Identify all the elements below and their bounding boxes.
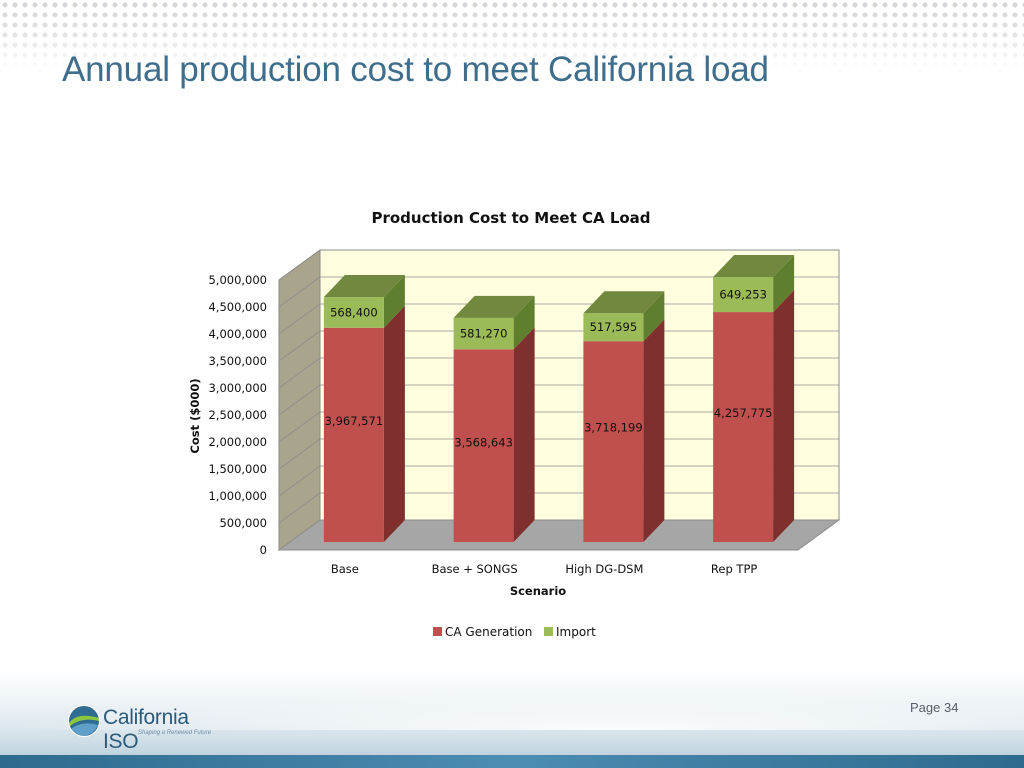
page-number: Page 34 <box>910 700 959 715</box>
gridline-side <box>278 276 321 308</box>
y-tick-label: 3,000,000 <box>208 381 267 395</box>
chart-title: Production Cost to Meet CA Load <box>371 209 650 227</box>
bar-import-side <box>513 295 535 350</box>
data-label-import: 517,595 <box>590 320 638 334</box>
data-label-ca-generation: 3,718,199 <box>584 421 643 435</box>
bar-ca-generation-side <box>773 290 795 542</box>
gridline-side <box>278 330 321 362</box>
data-label-ca-generation: 3,568,643 <box>454 436 513 450</box>
logo-globe-icon <box>68 705 100 737</box>
x-tick-label: Rep TPP <box>711 562 757 576</box>
x-axis-title: Scenario <box>510 584 566 598</box>
gridline-side <box>278 249 321 281</box>
gridline-side <box>278 438 321 470</box>
slide-title: Annual production cost to meet Californi… <box>62 50 769 89</box>
bar-import-side <box>383 275 405 328</box>
logo-tagline: Shaping a Renewed Future <box>138 730 212 736</box>
y-tick-label: 5,000,000 <box>208 273 267 287</box>
bar-import-side <box>773 255 795 313</box>
data-label-import: 568,400 <box>330 305 378 319</box>
bar-ca-generation <box>453 349 514 542</box>
bar-import <box>713 277 774 313</box>
footer-bar <box>0 755 1024 768</box>
data-label-ca-generation: 4,257,775 <box>714 406 773 420</box>
x-tick-label: High DG-DSM <box>565 562 643 576</box>
y-tick-label: 2,500,000 <box>208 408 267 422</box>
bar-ca-generation-side <box>643 319 665 542</box>
bar-import-top <box>323 275 405 298</box>
gridline-side <box>278 303 321 335</box>
bar-import-side <box>643 291 665 342</box>
y-tick-label: 2,000,000 <box>208 435 267 449</box>
bar-ca-generation <box>583 341 644 542</box>
y-tick-label: 3,500,000 <box>208 354 267 368</box>
bar-import-top <box>713 255 795 278</box>
x-tick-label: Base <box>331 562 359 576</box>
gridline-side <box>278 411 321 443</box>
gridline-side <box>278 465 321 497</box>
y-tick-label: 1,500,000 <box>208 462 267 476</box>
data-label-import: 649,253 <box>719 288 767 302</box>
legend-swatch-import <box>544 627 553 636</box>
y-tick-label: 500,000 <box>219 516 267 530</box>
bar-ca-generation <box>713 312 774 542</box>
logo-wordmark: California ISO <box>103 706 189 753</box>
y-axis-title: Cost ($000) <box>188 378 202 453</box>
bar-ca-generation-side <box>513 327 535 542</box>
legend-label-ca-generation: CA Generation <box>445 625 532 639</box>
legend-swatch-ca-generation <box>433 627 442 636</box>
bar-import-top <box>583 291 665 314</box>
plot-floor <box>277 519 841 551</box>
gridline-side <box>278 384 321 416</box>
data-label-import: 581,270 <box>460 327 508 341</box>
gridline-side <box>278 492 321 524</box>
gridline-side <box>278 357 321 389</box>
bar-import <box>323 297 384 328</box>
y-tick-label: 4,500,000 <box>208 300 267 314</box>
bar-import <box>453 317 514 350</box>
bar-import <box>583 313 644 342</box>
bar-import-top <box>453 295 535 318</box>
y-tick-label: 0 <box>260 543 267 557</box>
bar-ca-generation <box>323 327 384 542</box>
y-tick-label: 1,000,000 <box>208 489 267 503</box>
footer-wave <box>0 690 1024 730</box>
california-iso-logo: California ISO Shaping a Renewed Future <box>67 704 227 753</box>
legend-label-import: Import <box>556 625 596 639</box>
data-label-ca-generation: 3,967,571 <box>325 414 384 428</box>
header-dot-pattern <box>0 0 1024 70</box>
y-tick-label: 4,000,000 <box>208 327 267 341</box>
x-tick-label: Base + SONGS <box>432 562 518 576</box>
bar-ca-generation-side <box>383 305 405 542</box>
